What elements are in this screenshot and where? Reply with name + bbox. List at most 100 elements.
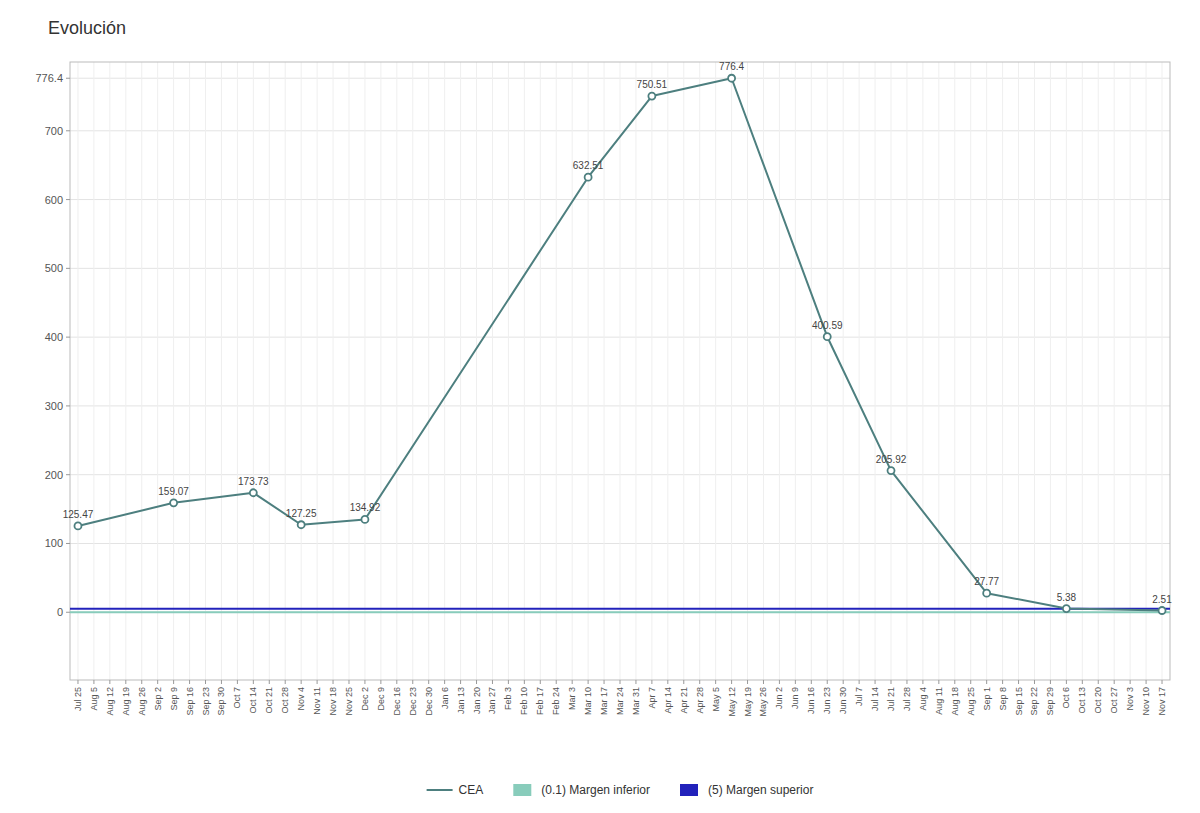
x-tick-label: Sep 16 bbox=[185, 687, 195, 716]
series-line bbox=[78, 78, 1162, 610]
data-label: 27.77 bbox=[974, 576, 999, 587]
data-point bbox=[728, 75, 735, 82]
grid-line-x bbox=[1034, 62, 1035, 680]
legend-item: (5) Margen superior bbox=[680, 783, 813, 797]
x-tick-label: Sep 29 bbox=[1045, 687, 1055, 716]
x-tick bbox=[1114, 680, 1115, 684]
y-tick-label: 500 bbox=[45, 262, 63, 274]
x-tick bbox=[588, 680, 589, 684]
plot-frame bbox=[70, 62, 1170, 680]
y-axis: 0100200300400500600700776.4 bbox=[35, 72, 70, 618]
x-tick-label: Nov 25 bbox=[344, 687, 354, 716]
x-tick bbox=[476, 680, 477, 684]
x-tick bbox=[364, 680, 365, 684]
grid-line-x bbox=[141, 62, 142, 680]
y-tick-label: 600 bbox=[45, 194, 63, 206]
grid-line-x bbox=[1114, 62, 1115, 680]
grid-line-x bbox=[540, 62, 541, 680]
x-tick bbox=[859, 680, 860, 684]
data-label: 134.92 bbox=[350, 502, 381, 513]
x-tick-label: Sep 1 bbox=[982, 687, 992, 711]
x-tick-label: Nov 18 bbox=[328, 687, 338, 716]
x-tick bbox=[157, 680, 158, 684]
grid-line-x bbox=[811, 62, 812, 680]
data-point bbox=[1063, 605, 1070, 612]
x-tick-label: Nov 10 bbox=[1141, 687, 1151, 716]
legend-label: (0.1) Margen inferior bbox=[541, 783, 650, 797]
x-tick-label: Oct 6 bbox=[1061, 687, 1071, 709]
x-tick bbox=[779, 680, 780, 684]
x-tick-label: Apr 14 bbox=[663, 687, 673, 714]
data-point bbox=[648, 93, 655, 100]
grid-line-x bbox=[380, 62, 381, 680]
x-axis: Jul 25Aug 5Aug 12Aug 19Aug 26Sep 2Sep 9S… bbox=[73, 680, 1167, 717]
x-tick-label: Sep 9 bbox=[169, 687, 179, 711]
x-tick bbox=[173, 680, 174, 684]
grid-line-x bbox=[556, 62, 557, 680]
x-tick-label: Aug 4 bbox=[918, 687, 928, 711]
x-tick bbox=[875, 680, 876, 684]
x-tick bbox=[1002, 680, 1003, 684]
y-tick bbox=[66, 474, 70, 475]
x-tick-label: Jun 2 bbox=[774, 687, 784, 709]
x-tick-label: Sep 2 bbox=[153, 687, 163, 711]
legend-item: (0.1) Margen inferior bbox=[513, 783, 650, 797]
x-tick bbox=[317, 680, 318, 684]
x-tick bbox=[1082, 680, 1083, 684]
x-tick-label: Jun 16 bbox=[806, 687, 816, 714]
grid-line-x bbox=[173, 62, 174, 680]
x-tick-label: Apr 21 bbox=[679, 687, 689, 714]
x-tick-label: Dec 23 bbox=[408, 687, 418, 716]
grid-line-x bbox=[747, 62, 748, 680]
x-tick bbox=[269, 680, 270, 684]
grid-line-x bbox=[428, 62, 429, 680]
grid-line-x bbox=[795, 62, 796, 680]
x-tick-label: Oct 28 bbox=[280, 687, 290, 714]
grid-line-x bbox=[189, 62, 190, 680]
x-tick-label: Mar 10 bbox=[583, 687, 593, 715]
x-tick-label: Oct 7 bbox=[232, 687, 242, 709]
grid-line-x bbox=[827, 62, 828, 680]
grid-line-x bbox=[604, 62, 605, 680]
grid-line-x bbox=[205, 62, 206, 680]
y-tick-label: 400 bbox=[45, 331, 63, 343]
x-tick bbox=[763, 680, 764, 684]
x-tick-label: May 12 bbox=[727, 687, 737, 717]
x-tick bbox=[301, 680, 302, 684]
grid-line-x bbox=[891, 62, 892, 680]
x-tick-label: Jan 6 bbox=[440, 687, 450, 709]
grid-line-x bbox=[285, 62, 286, 680]
x-tick-label: Nov 3 bbox=[1125, 687, 1135, 711]
x-tick-label: Oct 14 bbox=[248, 687, 258, 714]
grid-line-x bbox=[221, 62, 222, 680]
x-tick bbox=[620, 680, 621, 684]
data-label: 750.51 bbox=[637, 79, 668, 90]
legend: CEA (0.1) Margen inferior (5) Margen super… bbox=[427, 783, 814, 797]
data-point bbox=[170, 499, 177, 506]
grid-line-x bbox=[492, 62, 493, 680]
x-tick-label: Nov 4 bbox=[296, 687, 306, 711]
x-tick-label: Apr 28 bbox=[695, 687, 705, 714]
x-tick-label: Jul 14 bbox=[870, 687, 880, 711]
x-tick-label: Sep 15 bbox=[1014, 687, 1024, 716]
legend-label: CEA bbox=[459, 783, 484, 797]
x-tick-label: Mar 31 bbox=[631, 687, 641, 715]
plot-area bbox=[70, 75, 1170, 614]
x-tick-label: Dec 9 bbox=[376, 687, 386, 711]
x-tick bbox=[811, 680, 812, 684]
grid bbox=[70, 62, 1170, 680]
x-tick bbox=[572, 680, 573, 684]
legend-swatch bbox=[427, 789, 453, 791]
x-tick bbox=[205, 680, 206, 684]
grid-line-x bbox=[109, 62, 110, 680]
x-tick bbox=[843, 680, 844, 684]
grid-line-x bbox=[938, 62, 939, 680]
legend-swatch bbox=[513, 784, 531, 796]
x-tick-label: Mar 24 bbox=[615, 687, 625, 715]
chart: Evolución0100200300400500600700776.4Jul … bbox=[0, 0, 1200, 813]
y-tick bbox=[66, 405, 70, 406]
x-tick-label: Oct 27 bbox=[1109, 687, 1119, 714]
x-tick-label: Jul 25 bbox=[73, 687, 83, 711]
y-tick bbox=[66, 337, 70, 338]
x-tick bbox=[93, 680, 94, 684]
